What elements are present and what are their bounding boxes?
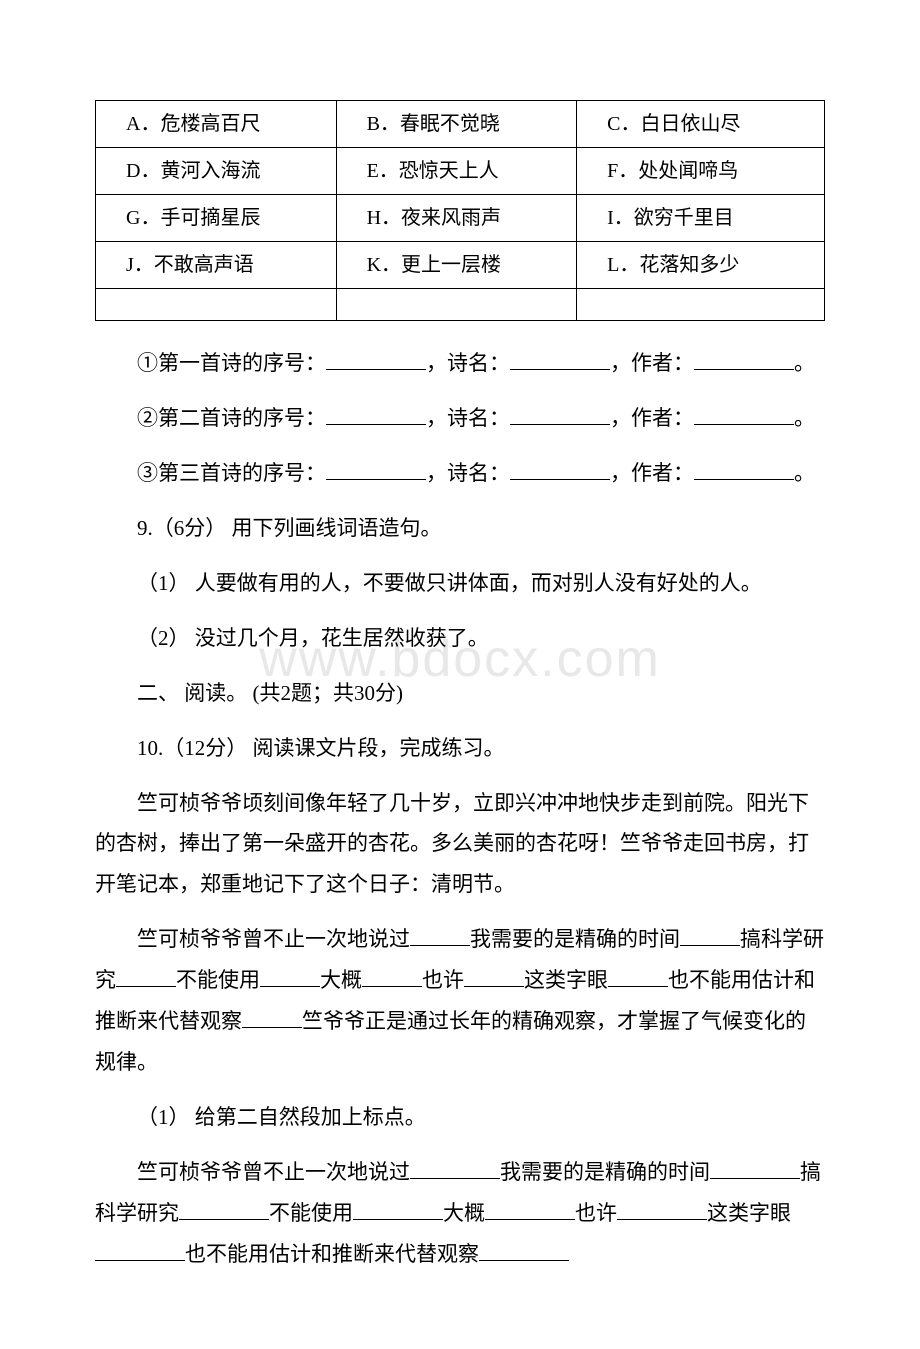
blank-field[interactable] [694, 457, 794, 480]
text: 竺可桢爷爷曾不止一次地说过 [137, 1160, 410, 1184]
blank-field[interactable] [353, 1197, 443, 1220]
blank-field[interactable] [479, 1238, 569, 1261]
table-row: J．不敢高声语 K．更上一层楼 L．花落知多少 [96, 242, 825, 289]
table-row: G．手可摘星辰 H．夜来风雨声 I．欲穷千里目 [96, 195, 825, 242]
blank-field[interactable] [326, 457, 426, 480]
blank-field[interactable] [485, 1197, 575, 1220]
cell: D．黄河入海流 [96, 148, 337, 195]
text: 。 [794, 351, 815, 375]
question-10-answer-blanks: 竺可桢爷爷曾不止一次地说过我需要的是精确的时间搞科学研究不能使用大概也许这类字眼… [95, 1152, 825, 1275]
cell: E．恐惊天上人 [336, 148, 577, 195]
text: ①第一首诗的序号： [137, 351, 326, 375]
text: ，诗名： [426, 351, 510, 375]
section-2-header: 二、 阅读。 (共2题；共30分) [95, 673, 825, 714]
question-10-sub1: （1） 给第二自然段加上标点。 [95, 1097, 825, 1138]
cell: C．白日依山尽 [577, 101, 825, 148]
cell: H．夜来风雨声 [336, 195, 577, 242]
cell: B．春眠不觉晓 [336, 101, 577, 148]
text: 我需要的是精确的时间 [500, 1160, 710, 1184]
blank-field[interactable] [326, 347, 426, 370]
cell: K．更上一层楼 [336, 242, 577, 289]
text: 也许 [422, 968, 464, 992]
blank-field[interactable] [608, 964, 668, 987]
blank-field[interactable] [410, 1156, 500, 1179]
text: 竺可桢爷爷曾不止一次地说过 [137, 927, 410, 951]
cell [96, 289, 337, 321]
blank-field[interactable] [694, 347, 794, 370]
blank-field[interactable] [95, 1238, 185, 1261]
text: ③第三首诗的序号： [137, 461, 326, 485]
blank-field[interactable] [179, 1197, 269, 1220]
text: 我需要的是精确的时间 [470, 927, 680, 951]
cell: F．处处闻啼鸟 [577, 148, 825, 195]
blank-field[interactable] [510, 402, 610, 425]
question-10-para2: 竺可桢爷爷曾不止一次地说过我需要的是精确的时间搞科学研究不能使用大概也许这类字眼… [95, 919, 825, 1083]
text: 不能使用 [269, 1201, 353, 1225]
text: 大概 [320, 968, 362, 992]
fill-poem-1: ①第一首诗的序号： ，诗名： ，作者： 。 [95, 343, 825, 384]
text: 。 [794, 461, 815, 485]
cell [577, 289, 825, 321]
blank-field[interactable] [410, 923, 470, 946]
blank-field[interactable] [510, 347, 610, 370]
text: 这类字眼 [524, 968, 608, 992]
blank-field[interactable] [362, 964, 422, 987]
text: 不能使用 [176, 968, 260, 992]
question-9-header: 9.（6分） 用下列画线词语造句。 [95, 508, 825, 549]
poem-options-table: A．危楼高百尺 B．春眠不觉晓 C．白日依山尽 D．黄河入海流 E．恐惊天上人 … [95, 100, 825, 321]
text: 也许 [575, 1201, 617, 1225]
text: ②第二首诗的序号： [137, 406, 326, 430]
text: ，诗名： [426, 461, 510, 485]
question-10-header: 10.（12分） 阅读课文片段，完成练习。 [95, 728, 825, 769]
fill-poem-2: ②第二首诗的序号： ，诗名： ，作者： 。 [95, 398, 825, 439]
text: ，作者： [610, 461, 694, 485]
cell: L．花落知多少 [577, 242, 825, 289]
cell: I．欲穷千里目 [577, 195, 825, 242]
cell: J．不敢高声语 [96, 242, 337, 289]
text: 也不能用估计和推断来代替观察 [185, 1242, 479, 1266]
blank-field[interactable] [694, 402, 794, 425]
cell: A．危楼高百尺 [96, 101, 337, 148]
cell: G．手可摘星辰 [96, 195, 337, 242]
table-row [96, 289, 825, 321]
question-9-sub1: （1） 人要做有用的人，不要做只讲体面，而对别人没有好处的人。 [95, 563, 825, 604]
text: 大概 [443, 1201, 485, 1225]
blank-field[interactable] [680, 923, 740, 946]
table-row: A．危楼高百尺 B．春眠不觉晓 C．白日依山尽 [96, 101, 825, 148]
text: ，诗名： [426, 406, 510, 430]
blank-field[interactable] [326, 402, 426, 425]
text: ，作者： [610, 406, 694, 430]
blank-field[interactable] [617, 1197, 707, 1220]
text: ，作者： [610, 351, 694, 375]
blank-field[interactable] [510, 457, 610, 480]
text: 。 [794, 406, 815, 430]
blank-field[interactable] [710, 1156, 800, 1179]
fill-poem-3: ③第三首诗的序号： ，诗名： ，作者： 。 [95, 453, 825, 494]
blank-field[interactable] [242, 1005, 302, 1028]
blank-field[interactable] [116, 964, 176, 987]
cell [336, 289, 577, 321]
question-9-sub2: （2） 没过几个月，花生居然收获了。 [95, 618, 825, 659]
table-row: D．黄河入海流 E．恐惊天上人 F．处处闻啼鸟 [96, 148, 825, 195]
blank-field[interactable] [260, 964, 320, 987]
blank-field[interactable] [464, 964, 524, 987]
question-10-para1: 竺可桢爷爷顷刻间像年轻了几十岁，立即兴冲冲地快步走到前院。阳光下的杏树，捧出了第… [95, 783, 825, 906]
text: 这类字眼 [707, 1201, 791, 1225]
